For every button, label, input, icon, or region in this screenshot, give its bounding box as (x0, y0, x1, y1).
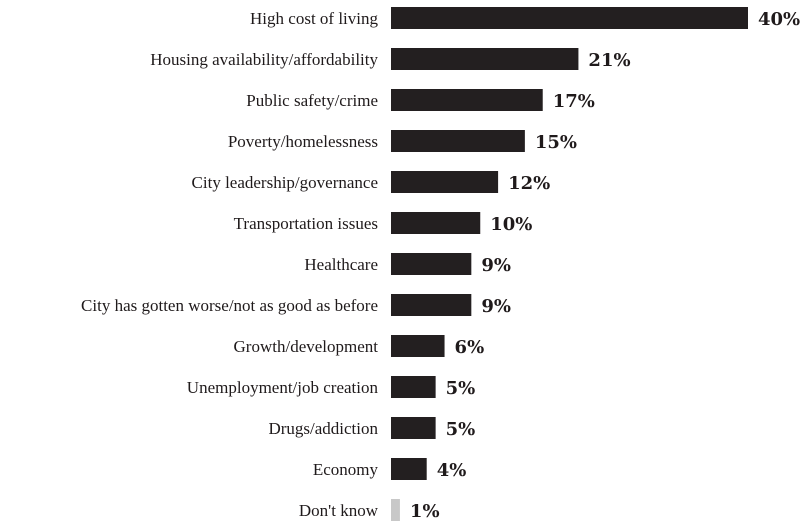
category-label: Housing availability/affordability (150, 50, 378, 69)
bar (391, 458, 427, 480)
bar (391, 7, 748, 29)
bar (391, 171, 499, 193)
value-label: 17% (553, 91, 595, 112)
bar (391, 48, 579, 70)
value-label: 12% (508, 173, 550, 194)
bar (391, 89, 543, 111)
category-label: Don't know (299, 501, 379, 520)
bar (391, 335, 445, 357)
value-label: 4% (437, 460, 467, 481)
value-label: 9% (481, 296, 511, 317)
value-label: 10% (490, 214, 532, 235)
bar (391, 130, 525, 152)
category-label: City leadership/governance (192, 173, 378, 192)
category-label: High cost of living (250, 9, 378, 28)
value-label: 15% (535, 132, 577, 153)
category-label: Unemployment/job creation (187, 378, 379, 397)
value-label: 6% (455, 337, 485, 358)
category-label: Economy (313, 460, 379, 479)
value-label: 1% (410, 501, 440, 522)
category-label: Healthcare (304, 255, 378, 274)
value-label: 9% (481, 255, 511, 276)
category-label: Growth/development (234, 337, 379, 356)
bar (391, 212, 481, 234)
value-label: 5% (446, 419, 476, 440)
bar (391, 376, 436, 398)
category-label: Transportation issues (234, 214, 378, 233)
bar (391, 253, 472, 275)
category-label: Public safety/crime (246, 91, 378, 110)
value-label: 5% (446, 378, 476, 399)
value-label: 40% (758, 9, 800, 30)
category-label: Poverty/homelessness (228, 132, 378, 151)
category-label: City has gotten worse/not as good as bef… (81, 296, 378, 315)
bar (391, 499, 400, 521)
bar (391, 417, 436, 439)
category-label: Drugs/addiction (268, 419, 378, 438)
value-label: 21% (588, 50, 630, 71)
bar (391, 294, 472, 316)
